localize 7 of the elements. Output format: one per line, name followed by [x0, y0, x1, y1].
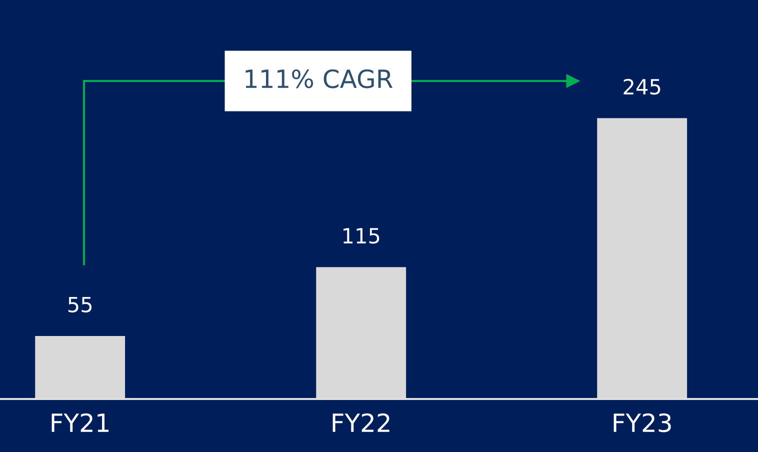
x-tick-label: FY21	[52, 413, 109, 432]
data-label: 55	[68, 296, 92, 312]
x-tick-label: FY22	[332, 413, 390, 432]
text: 111% CAGR	[246, 69, 393, 88]
data-label: 245	[624, 78, 660, 95]
data-label: 115	[343, 228, 380, 244]
x-tick-label: FY23	[614, 413, 671, 432]
